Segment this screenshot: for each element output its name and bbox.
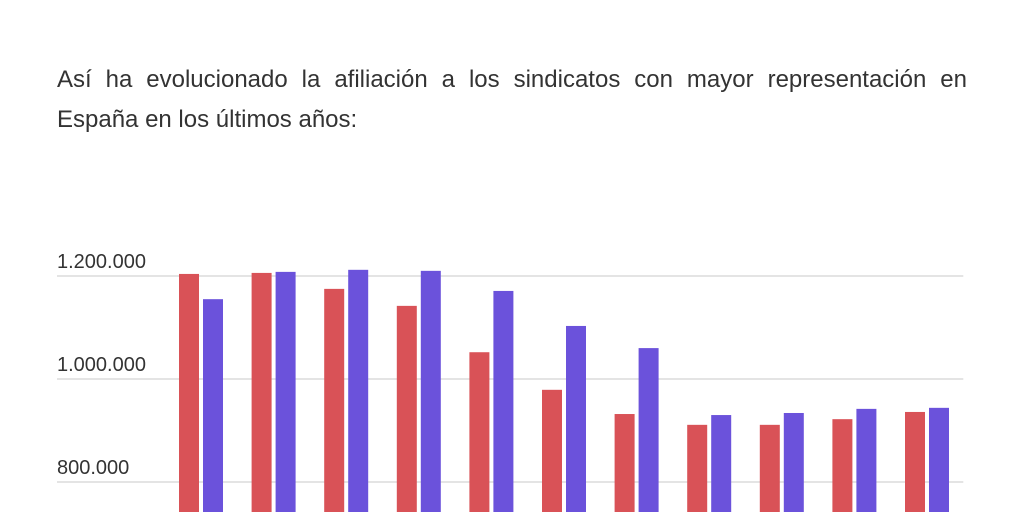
bar	[275, 271, 296, 512]
bar	[905, 411, 925, 512]
bar	[348, 269, 369, 512]
bar	[929, 407, 949, 512]
bar	[179, 273, 199, 512]
chart-title: Así ha evolucionado la afiliación a los …	[57, 66, 967, 133]
bar	[856, 408, 877, 512]
bar	[638, 348, 659, 512]
bar	[614, 414, 635, 512]
bar	[759, 424, 780, 512]
bar	[420, 270, 441, 512]
bar	[566, 325, 586, 512]
y-tick-label: 800.000	[57, 457, 129, 479]
bar	[783, 412, 804, 512]
bar	[324, 288, 345, 512]
bar	[832, 419, 853, 512]
bar	[542, 389, 562, 512]
bar	[687, 424, 708, 512]
bar	[251, 272, 272, 512]
y-tick-label: 1.200.000	[57, 251, 146, 273]
bar	[396, 305, 417, 512]
bar	[469, 352, 490, 512]
y-tick-label: 1.000.000	[57, 354, 146, 376]
bar	[203, 299, 223, 512]
bar	[711, 415, 732, 512]
bar	[493, 290, 514, 512]
